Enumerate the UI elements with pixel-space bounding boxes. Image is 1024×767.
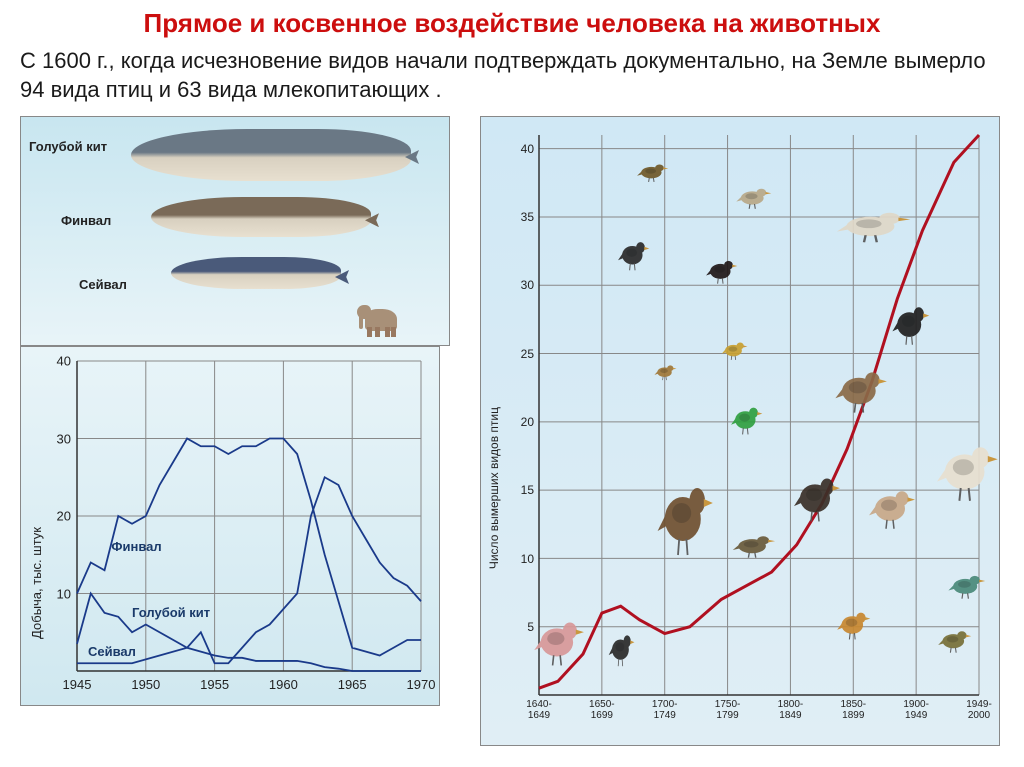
whale-series-label: Голубой кит [132,605,210,620]
whale-chart-ylabel: Добыча, тыс. штук [29,527,44,639]
bird-xtick: 1850-1899 [840,699,866,721]
whale-series-label: Сейвал [88,644,136,659]
whale-сейвал-icon [171,257,341,289]
bird-extinction-chart: Число вымерших видов птиц 51015202530354… [480,116,1000,746]
bird-vulture-icon [832,355,888,415]
bird-penguin-icon [607,622,635,668]
bird-xtick: 1640-1649 [526,699,552,721]
bird-crane-icon [933,424,999,504]
bird-moa-icon [654,459,714,559]
whale-xtick: 1970 [407,677,436,692]
whale-label: Финвал [61,213,111,228]
bird-bunting-icon [720,335,748,361]
bird-ytick: 40 [521,142,534,156]
bird-parakeet-icon [729,396,763,436]
page-title: Прямое и косвенное воздействие человека … [20,8,1004,39]
bird-xtick: 1650-1699 [589,699,615,721]
bird-woodpecker-icon [890,291,930,347]
bird-chart-ylabel: Число вымерших видов птиц [487,407,501,569]
bird-ytick: 20 [521,415,534,429]
whale-ytick: 10 [57,586,71,601]
bird-pigeon-icon [946,566,986,600]
whale-column: Голубой кит Финвал Сейвал Добыча, тыс. шту… [20,116,450,706]
bird-plot-area: 5101520253035401640-16491650-16991700-17… [539,135,979,695]
whale-catch-chart: Добыча, тыс. штук 1020304019451950195519… [20,346,440,706]
bird-ytick: 15 [521,483,534,497]
whale-ytick: 20 [57,509,71,524]
bird-albatross-icon [832,200,912,244]
bird-grackle-icon [704,251,738,285]
bird-xtick: 1900-1949 [903,699,929,721]
page-subtitle: С 1600 г., когда исчезновение видов нача… [20,47,1004,104]
bird-rail-icon [835,601,871,641]
whale-illustrations: Голубой кит Финвал Сейвал [20,116,450,346]
bird-xtick: 1949-2000 [966,699,992,721]
bird-quail-icon [936,622,972,654]
bird-xtick: 1800-1849 [778,699,804,721]
whale-xtick: 1965 [338,677,367,692]
charts-row: Голубой кит Финвал Сейвал Добыча, тыс. шту… [20,116,1004,746]
bird-wren-icon [653,359,677,381]
whale-финвал-icon [151,197,371,237]
bird-duck-icon [730,527,776,559]
bird-flycatcher-icon [635,157,669,183]
bird-ytick: 30 [521,278,534,292]
whale-plot-area: 10203040194519501955196019651970ФинвалГо… [77,361,421,671]
whale-label: Сейвал [79,277,127,292]
whale-xtick: 1960 [269,677,298,692]
whale-голубой-кит-icon [131,129,411,181]
bird-wattlebird-icon [616,230,650,272]
whale-label: Голубой кит [29,139,107,154]
bird-ibis-icon [866,475,916,531]
whale-xtick: 1955 [200,677,229,692]
bird-ytick: 25 [521,347,534,361]
bird-column: Число вымерших видов птиц 51015202530354… [480,116,1000,746]
bird-dove-icon [734,180,772,210]
bird-ytick: 10 [521,552,534,566]
whale-series-label: Финвал [111,539,161,554]
bird-dodo-icon [531,604,585,668]
whale-ytick: 40 [57,354,71,369]
bird-cormorant-icon [791,460,841,524]
bird-xtick: 1700-1749 [652,699,678,721]
elephant-icon [357,303,399,337]
whale-ytick: 30 [57,431,71,446]
bird-ytick: 35 [521,210,534,224]
whale-xtick: 1945 [63,677,92,692]
whale-xtick: 1950 [131,677,160,692]
bird-xtick: 1750-1799 [715,699,741,721]
